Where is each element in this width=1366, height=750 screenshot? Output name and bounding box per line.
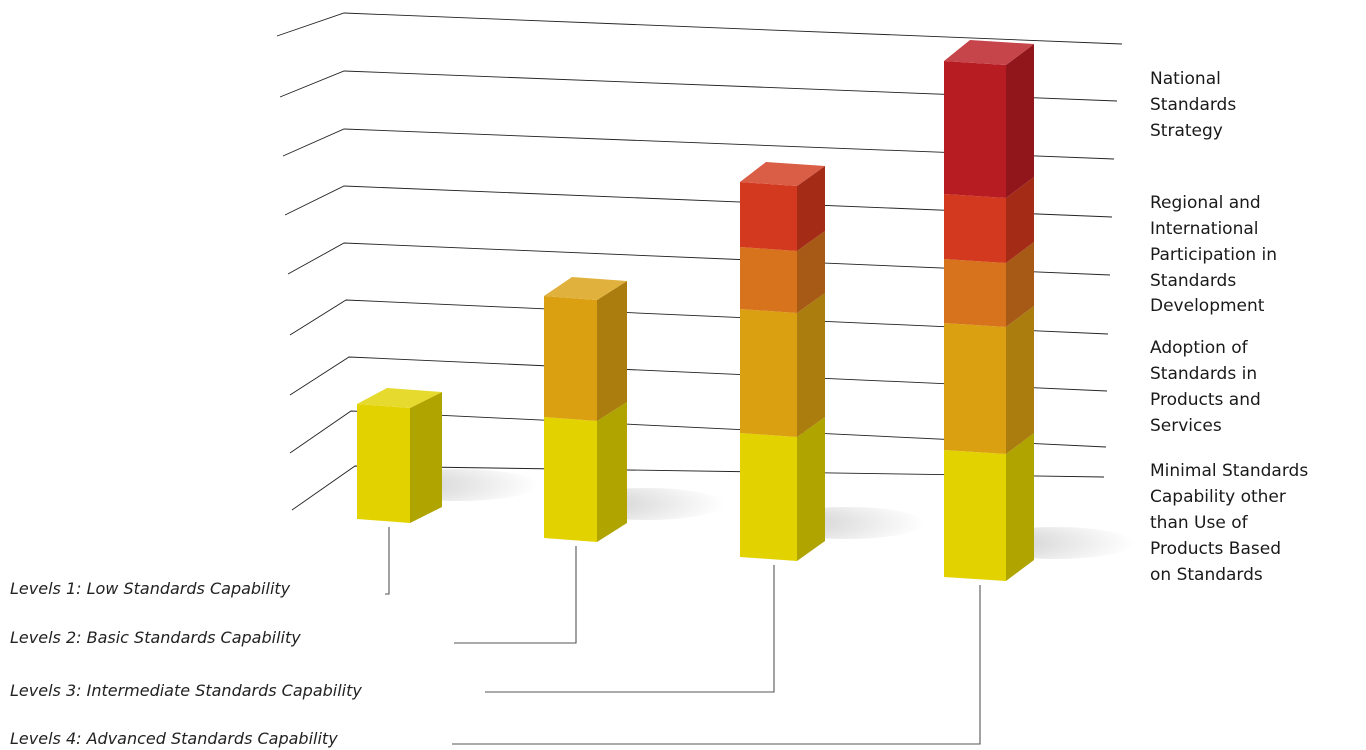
layer-label-line: Minimal Standards <box>1150 461 1308 481</box>
layer-label-line: Products Based <box>1150 539 1281 559</box>
bar-segment-side <box>1006 433 1034 581</box>
layer-label-line: Adoption of <box>1150 338 1249 358</box>
layer-label-national-strategy: National Standards Strategy <box>1150 69 1242 141</box>
grid-line <box>279 70 1118 102</box>
layer-label-adoption: Adoption of Standards in Products and Se… <box>1150 338 1266 436</box>
level-label-3: Levels 3: Intermediate Standards Capabil… <box>10 681 362 700</box>
layer-label-line: Regional and <box>1150 193 1261 213</box>
layer-label-line: National <box>1150 69 1221 89</box>
grid-line <box>289 299 1109 336</box>
grid-line <box>282 128 1115 160</box>
layer-label-line: Strategy <box>1150 121 1223 141</box>
layer-label-minimal-capability: Minimal Standards Capability other than … <box>1150 461 1314 585</box>
layer-label-line: Development <box>1150 296 1265 316</box>
bar-segment-side <box>1006 177 1034 263</box>
bar-segment-front <box>740 182 797 251</box>
bar-level-4 <box>944 40 1034 581</box>
bar-segment-front <box>740 247 797 313</box>
bar-segment-side <box>1006 44 1034 198</box>
bar-segment-side <box>597 402 627 542</box>
layer-label-line: Standards in <box>1150 364 1257 384</box>
bar-segment-front <box>944 323 1006 454</box>
bar-segment-front <box>944 450 1006 581</box>
layer-labels: National Standards Strategy Regional and… <box>1150 69 1314 585</box>
bar-top-face <box>357 388 442 408</box>
layer-label-line: Capability other <box>1150 487 1286 507</box>
bar-segment-front <box>944 259 1006 327</box>
leader-lines <box>385 527 981 745</box>
bar-segment-front <box>944 61 1006 198</box>
layer-label-line: Standards <box>1150 95 1236 115</box>
layer-label-line: Products and <box>1150 390 1261 410</box>
layer-label-line: Participation in <box>1150 245 1277 265</box>
layer-label-line: on Standards <box>1150 565 1263 585</box>
leader-line <box>452 585 981 745</box>
bar-segment-front <box>357 404 410 523</box>
level-label-2: Levels 2: Basic Standards Capability <box>10 628 301 647</box>
bar-top-face <box>544 277 627 300</box>
level-labels: Levels 1: Low Standards Capability Level… <box>10 579 362 748</box>
layer-label-line: Standards <box>1150 271 1236 291</box>
bars <box>357 40 1034 581</box>
leader-line <box>454 546 577 644</box>
layer-label-regional-international: Regional and International Participation… <box>1150 193 1282 316</box>
grid-line <box>276 12 1123 45</box>
bar-top-face <box>740 162 825 186</box>
bar-segment-front <box>944 194 1006 263</box>
bar-segment-side <box>1006 242 1034 327</box>
bar-segment-front <box>544 417 597 542</box>
bar-segment-front <box>740 433 797 561</box>
bar-segment-side <box>797 293 825 437</box>
grid-line <box>289 356 1108 396</box>
bar-level-2 <box>544 277 627 542</box>
leader-line <box>485 565 775 693</box>
bar-level-3 <box>740 162 825 561</box>
level-label-4: Levels 4: Advanced Standards Capability <box>10 729 338 748</box>
grid-lines <box>276 12 1123 511</box>
bar-segment-side <box>1006 306 1034 454</box>
bar-segment-side <box>597 281 627 421</box>
grid-line <box>291 465 1105 511</box>
bar-segment-side <box>410 392 442 523</box>
bar-segment-front <box>544 296 597 421</box>
layer-label-line: Services <box>1150 416 1222 436</box>
bar-top-face <box>944 40 1034 65</box>
layer-label-line: International <box>1150 219 1259 239</box>
grid-line <box>289 410 1107 454</box>
bar-level-1 <box>357 388 442 523</box>
bar-segment-front <box>740 309 797 437</box>
layer-label-line: than Use of <box>1150 513 1249 533</box>
bar-segment-side <box>797 417 825 561</box>
grid-line <box>284 185 1113 218</box>
grid-line <box>287 242 1111 276</box>
bar-segment-side <box>797 231 825 313</box>
bar-segment-side <box>797 166 825 251</box>
level-label-1: Levels 1: Low Standards Capability <box>10 579 291 598</box>
leader-line <box>385 527 390 595</box>
